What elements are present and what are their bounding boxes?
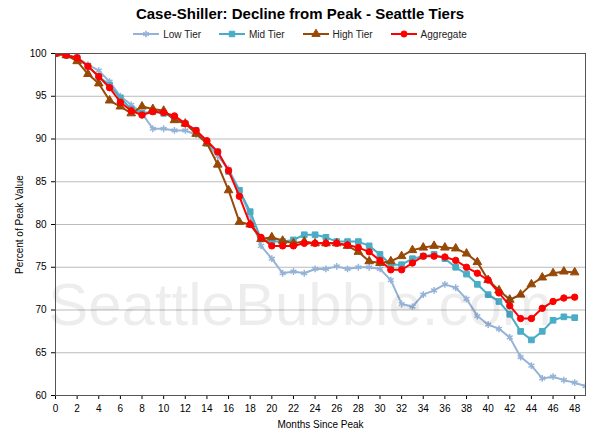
svg-text:20: 20 [266,403,278,414]
svg-text:38: 38 [461,403,473,414]
svg-text:46: 46 [547,403,559,414]
svg-text:22: 22 [288,403,300,414]
svg-text:36: 36 [439,403,451,414]
svg-text:34: 34 [418,403,430,414]
svg-text:8: 8 [139,403,145,414]
svg-text:6: 6 [118,403,124,414]
svg-text:0: 0 [53,403,59,414]
svg-text:75: 75 [35,261,47,272]
svg-text:28: 28 [353,403,365,414]
svg-text:90: 90 [35,133,47,144]
svg-text:95: 95 [35,90,47,101]
svg-text:44: 44 [526,403,538,414]
svg-text:80: 80 [35,219,47,230]
html-text:High Tier: High Tier [332,28,373,40]
svg-text:2: 2 [74,403,80,414]
svg-text:Months Since Peak: Months Since Peak [277,419,364,430]
svg-text:85: 85 [35,176,47,187]
svg-text:12: 12 [180,403,192,414]
svg-text:30: 30 [374,403,386,414]
svg-text:16: 16 [223,403,235,414]
svg-text:32: 32 [396,403,408,414]
svg-text:60: 60 [35,390,47,401]
svg-text:100: 100 [30,48,47,59]
svg-text:4: 4 [96,403,102,414]
svg-text:26: 26 [331,403,343,414]
svg-text:70: 70 [35,304,47,315]
svg-text:18: 18 [245,403,257,414]
html-text:Mid Tier: Mid Tier [249,28,285,40]
html-text:Low Tier: Low Tier [163,28,201,40]
svg-text:48: 48 [569,403,581,414]
html-text:Case-Shiller: Decline from Pea: Case-Shiller: Decline from Peak - Seattl… [135,5,465,22]
svg-text:65: 65 [35,347,47,358]
html-text:Aggregate: Aggregate [420,28,467,40]
svg-text:42: 42 [504,403,516,414]
html-text:SeattleBubble.com: SeattleBubble.com [48,271,552,338]
svg-text:10: 10 [158,403,170,414]
svg-text:40: 40 [483,403,495,414]
svg-text:14: 14 [201,403,213,414]
svg-text:Percent of Peak Value: Percent of Peak Value [14,175,25,274]
svg-text:24: 24 [310,403,322,414]
